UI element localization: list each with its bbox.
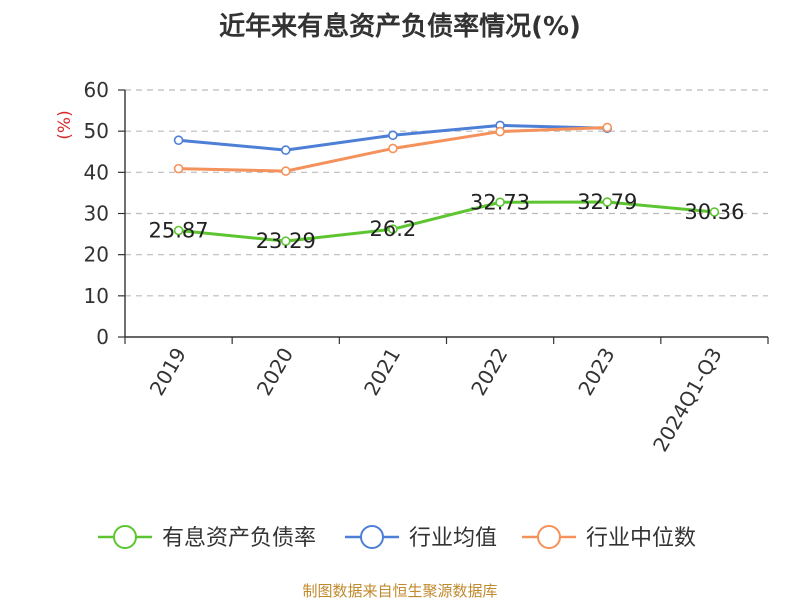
legend-marker xyxy=(113,525,137,549)
data-label: 25.87 xyxy=(149,219,209,243)
data-label: 30.36 xyxy=(684,200,744,224)
y-tick-label: 50 xyxy=(84,119,109,143)
data-point xyxy=(280,236,291,246)
legend-marker xyxy=(360,525,384,549)
legend: 有息资产负债率 行业均值 行业中位数 xyxy=(98,525,696,551)
y-axis-label: (%) xyxy=(55,110,75,139)
legend-marker xyxy=(537,525,561,549)
data-label: 23.29 xyxy=(256,229,316,253)
data-point xyxy=(388,224,398,234)
x-tick-label: 2024Q1-Q3 xyxy=(648,344,727,456)
data-point xyxy=(173,225,184,236)
data-point xyxy=(495,126,505,137)
x-tick-label: 2020 xyxy=(252,344,298,400)
chart-title: 近年来有息资产负债率情况(%) xyxy=(219,12,581,42)
data-label: 32.73 xyxy=(470,190,530,214)
data-label: 26.2 xyxy=(370,217,417,241)
y-tick-label: 20 xyxy=(84,243,109,267)
data-point xyxy=(602,122,613,133)
x-tick-label: 2022 xyxy=(466,344,512,400)
y-tick-label: 60 xyxy=(84,78,109,102)
y-tick-label: 10 xyxy=(84,284,109,308)
data-point xyxy=(709,207,720,217)
series-group: 25.87 23.29 26.2 32.73 32.79 30.36 xyxy=(149,120,744,253)
data-point xyxy=(173,135,184,146)
data-source-footer: 制图数据来自恒生聚源数据库 xyxy=(302,582,498,600)
grid-lines xyxy=(125,89,768,297)
y-tick-label: 0 xyxy=(96,325,109,349)
x-tick-label: 2019 xyxy=(145,344,191,400)
x-tick-label: 2021 xyxy=(359,344,405,400)
data-label: 32.79 xyxy=(577,190,637,214)
legend-label: 行业均值 xyxy=(409,526,497,551)
data-point xyxy=(495,197,505,208)
axes: 0 10 20 30 40 50 60 2019 2020 2021 2022 2023 2024Q1-… xyxy=(84,78,769,456)
data-point xyxy=(280,166,291,176)
data-point xyxy=(602,197,613,207)
legend-label: 有息资产负债率 xyxy=(162,526,316,551)
data-point xyxy=(280,145,291,155)
data-point xyxy=(388,130,398,141)
y-tick-label: 30 xyxy=(84,202,109,226)
legend-label: 行业中位数 xyxy=(586,526,696,551)
series-line xyxy=(178,200,715,243)
y-tick-label: 40 xyxy=(84,160,109,184)
data-point xyxy=(173,163,184,174)
x-tick-label: 2023 xyxy=(573,344,619,400)
data-point xyxy=(388,143,398,154)
